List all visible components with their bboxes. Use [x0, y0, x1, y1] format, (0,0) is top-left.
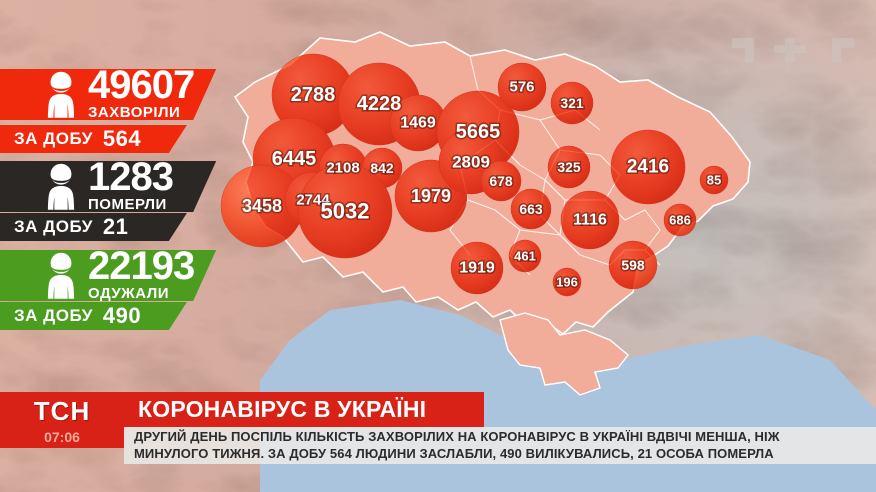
svg-text:85: 85 — [707, 173, 721, 188]
svg-text:2416: 2416 — [627, 157, 669, 178]
svg-text:686: 686 — [669, 213, 691, 228]
svg-text:576: 576 — [509, 79, 534, 96]
svg-text:325: 325 — [557, 159, 581, 175]
svg-text:2809: 2809 — [452, 153, 490, 172]
svg-text:196: 196 — [556, 275, 578, 290]
svg-text:321: 321 — [560, 95, 584, 111]
svg-text:461: 461 — [514, 249, 536, 264]
svg-text:5665: 5665 — [456, 121, 501, 143]
svg-text:663: 663 — [519, 201, 543, 217]
svg-text:598: 598 — [621, 257, 645, 273]
svg-text:1919: 1919 — [459, 260, 495, 277]
svg-text:678: 678 — [489, 173, 513, 189]
svg-text:1116: 1116 — [573, 212, 607, 229]
